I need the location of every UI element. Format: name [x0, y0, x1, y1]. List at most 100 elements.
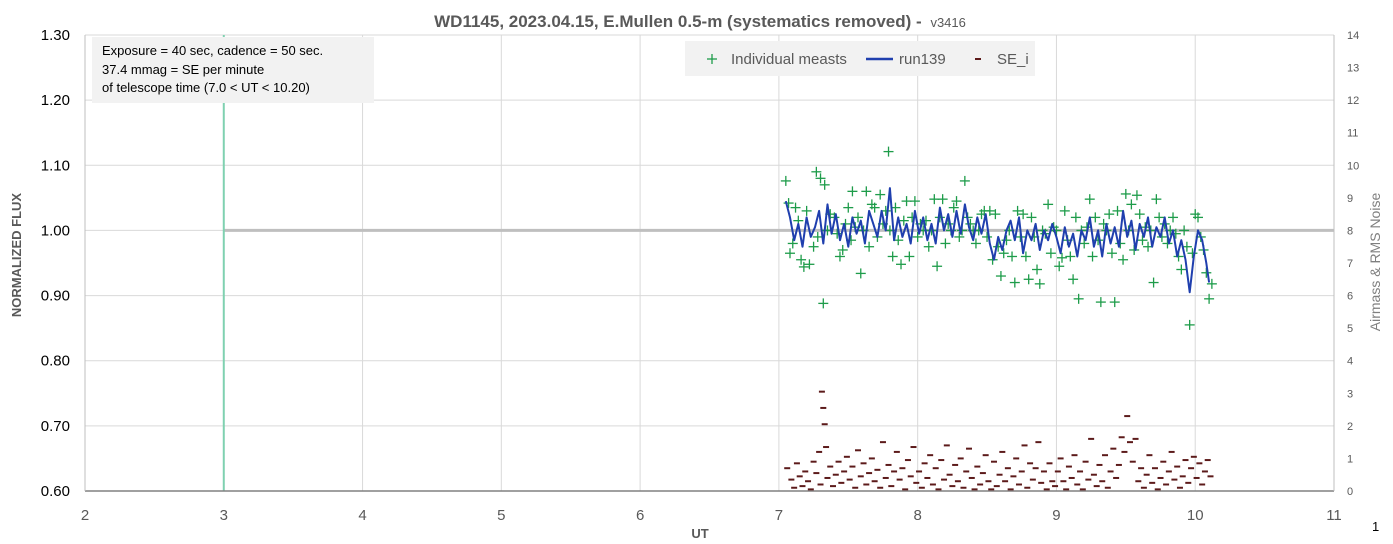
y2-tick-label: 8 — [1347, 225, 1353, 237]
measurement-point — [984, 205, 995, 216]
measurement-point — [1009, 277, 1020, 288]
measurement-point — [843, 202, 854, 213]
measurement-point — [1206, 278, 1217, 289]
measurement-point — [852, 212, 863, 223]
annotation-line-1: Exposure = 40 sec, cadence = 50 sec. — [102, 43, 323, 58]
series-se-i — [784, 390, 1214, 491]
measurement-point — [937, 194, 948, 205]
measurement-point — [1192, 212, 1203, 223]
annotation-line-2: 37.4 mmag = SE per minute — [102, 62, 264, 77]
measurement-point — [1043, 199, 1054, 210]
measurement-point — [923, 241, 934, 252]
x-tick-label: 5 — [497, 507, 505, 524]
series-run139 — [784, 187, 1211, 294]
measurement-point — [1179, 225, 1190, 236]
x-tick-label: 6 — [636, 507, 644, 524]
measurement-point — [801, 205, 812, 216]
series-individual-measts — [780, 146, 1217, 330]
y-tick-label: 0.90 — [41, 288, 70, 305]
measurement-point — [948, 202, 959, 213]
y2-tick-label: 10 — [1347, 160, 1359, 172]
measurement-point — [887, 251, 898, 262]
measurement-point — [1134, 209, 1145, 220]
measurement-point — [1151, 194, 1162, 205]
y-axis-label: NORMALIZED FLUX — [9, 193, 24, 318]
x-tick-label: 10 — [1187, 507, 1204, 524]
measurement-point — [904, 251, 915, 262]
measurement-point — [808, 241, 819, 252]
measurement-point — [784, 248, 795, 259]
measurement-point — [912, 231, 923, 242]
y2-tick-label: 11 — [1347, 128, 1358, 140]
measurement-point — [1176, 264, 1187, 275]
measurement-point — [940, 238, 951, 249]
measurement-point — [1023, 274, 1034, 285]
measurement-point — [1126, 199, 1137, 210]
measurement-point — [780, 175, 791, 186]
measurement-point — [1148, 277, 1159, 288]
measurement-point — [1109, 297, 1120, 308]
measurement-point — [1120, 188, 1131, 199]
measurement-point — [896, 259, 907, 270]
y2-tick-label: 0 — [1347, 486, 1353, 498]
legend-label-run139: run139 — [899, 51, 946, 68]
y2-tick-label: 1 — [1347, 453, 1353, 465]
y-axis-ticks: 0.60 0.70 0.80 0.90 1.00 1.10 1.20 1.30 — [41, 27, 70, 500]
x-tick-label: 9 — [1052, 507, 1060, 524]
measurement-point — [1087, 251, 1098, 262]
measurement-point — [1054, 261, 1065, 272]
measurement-point — [834, 251, 845, 262]
measurement-point — [1084, 194, 1095, 205]
measurement-point — [1112, 205, 1123, 216]
measurement-point — [790, 202, 801, 213]
measurement-point — [1104, 209, 1115, 220]
y2-tick-label: 6 — [1347, 291, 1353, 303]
measurement-point — [954, 231, 965, 242]
measurement-point — [1090, 212, 1101, 223]
y2-tick-label: 2 — [1347, 421, 1353, 433]
measurement-point — [812, 231, 823, 242]
run139-line — [784, 187, 1211, 294]
measurement-point — [869, 202, 880, 213]
x-tick-label: 3 — [220, 507, 228, 524]
y-tick-label: 1.10 — [41, 157, 70, 174]
annotation-line-3: of telescope time (7.0 < UT < 10.20) — [102, 80, 310, 95]
measurement-point — [932, 261, 943, 272]
measurement-point — [1070, 212, 1081, 223]
measurement-point — [1068, 274, 1079, 285]
y2-tick-label: 12 — [1347, 95, 1359, 107]
measurement-point — [1079, 238, 1090, 249]
x-tick-label: 4 — [358, 507, 366, 524]
measurement-point — [1095, 297, 1106, 308]
x-tick-label: 11 — [1326, 507, 1342, 524]
measurement-point — [1073, 293, 1084, 304]
x-tick-label: 2 — [81, 507, 89, 524]
measurement-point — [1204, 293, 1215, 304]
measurement-point — [1018, 209, 1029, 220]
measurement-point — [1168, 212, 1179, 223]
measurement-point — [995, 271, 1006, 282]
measurement-point — [847, 186, 858, 197]
annotation-background — [92, 37, 374, 103]
y-tick-label: 0.60 — [41, 483, 70, 500]
y2-tick-label: 9 — [1347, 193, 1353, 205]
measurement-point — [1137, 235, 1148, 246]
measurement-point — [1059, 205, 1070, 216]
measurement-point — [832, 228, 843, 239]
measurement-point — [875, 189, 886, 200]
legend-plus-icon — [707, 54, 717, 64]
measurement-point — [1012, 205, 1023, 216]
legend-label-se-i: SE_i — [997, 51, 1029, 68]
measurement-point — [970, 238, 981, 249]
legend: Individual measts run139 SE_i — [685, 41, 1035, 76]
measurement-point — [1007, 251, 1018, 262]
y2-tick-label: 5 — [1347, 323, 1353, 335]
plot-frame — [84, 35, 1335, 492]
measurement-point — [1131, 190, 1142, 201]
y2-tick-label: 13 — [1347, 63, 1359, 75]
chart-title: WD1145, 2023.04.15, E.Mullen 0.5-m (syst… — [434, 12, 966, 31]
measurement-point — [1187, 248, 1198, 259]
measurement-point — [798, 261, 809, 272]
